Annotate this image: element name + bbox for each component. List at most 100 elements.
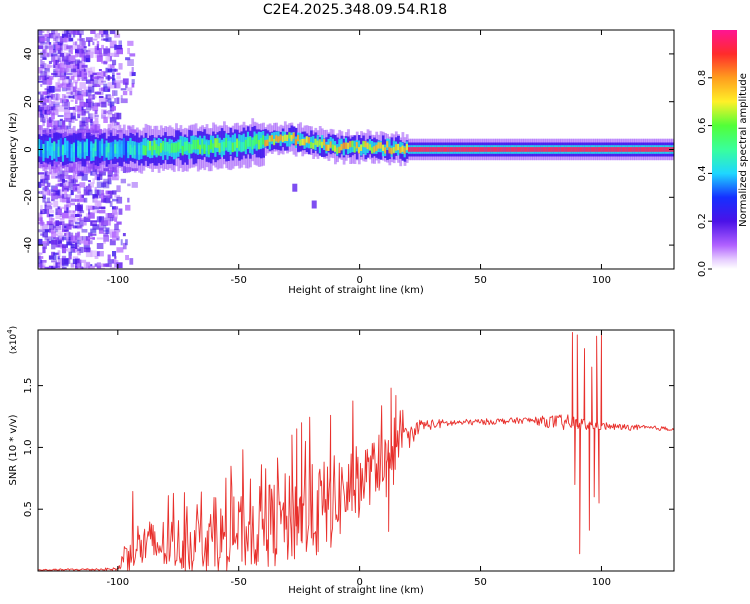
spectrogram-cell: [101, 113, 106, 119]
spectrogram-cell: [88, 189, 93, 196]
spectrogram-cell: [179, 139, 183, 150]
spectrogram-cell: [262, 135, 265, 145]
spectrogram-cell: [112, 251, 117, 257]
spectrogram-cell: [46, 105, 50, 112]
spectrogram-cell: [48, 48, 54, 54]
spectrogram-cell: [105, 55, 109, 62]
spectrogram-cell: [429, 147, 433, 152]
spectrogram-cell: [81, 106, 84, 111]
spectrogram-cell: [416, 147, 420, 152]
spectrogram-cell: [64, 112, 71, 120]
spectrogram-cell: [310, 142, 313, 149]
spectrogram-cell: [68, 120, 72, 127]
spectrogram-cell: [164, 142, 167, 152]
spectrogram-cell: [101, 101, 107, 108]
spectrogram-cell: [105, 197, 111, 204]
spectrogram-cell: [51, 109, 55, 116]
spectrogram-cell: [88, 240, 93, 245]
spectrogram-cell: [79, 38, 85, 42]
spectrogram-x-tick-label: 50: [474, 275, 487, 286]
spectrogram-cell: [129, 91, 133, 96]
spectrogram-cell: [109, 40, 117, 47]
spectrogram-cell: [288, 132, 292, 139]
spectrogram-cell: [92, 79, 99, 84]
spectrogram-cell: [114, 90, 118, 96]
spectrogram-cell: [88, 146, 91, 157]
spectrogram-cell: [42, 121, 45, 127]
spectrogram-cell: [116, 122, 120, 126]
spectrogram-cell: [98, 142, 102, 152]
spectrogram-cell: [59, 173, 65, 181]
spectrogram-cell: [40, 179, 43, 183]
spectrogram-cell: [90, 143, 93, 162]
spectrogram-cell: [42, 197, 46, 203]
spectrogram-cell: [96, 237, 104, 240]
spectrogram-cell: [353, 146, 357, 153]
spectrogram-cell: [107, 52, 115, 57]
colorbar-tick-label: 0.6: [697, 118, 708, 134]
spectrogram-cell: [242, 142, 246, 152]
spectrogram-cell: [44, 68, 50, 73]
spectrogram-cell: [61, 33, 68, 38]
spectrogram-cell: [270, 135, 274, 142]
spectrogram-cell: [562, 147, 566, 152]
spectrogram-cell: [571, 147, 574, 152]
spectrogram-cell: [40, 212, 43, 218]
spectrogram-cell: [44, 91, 48, 95]
spectrogram-cell: [46, 206, 53, 210]
spectrogram-cell: [66, 125, 71, 130]
spectrogram-cell: [621, 147, 625, 152]
spectrogram-cell: [98, 171, 106, 176]
colorbar-tick-label: 0.8: [697, 70, 708, 86]
spectrogram-cell: [92, 236, 95, 240]
spectrogram-cell: [72, 256, 79, 259]
spectrogram-cell: [114, 195, 120, 198]
spectrogram-cell: [51, 106, 56, 111]
spectrogram-cell: [57, 206, 61, 210]
spectrogram-cell: [85, 117, 93, 123]
snr-x-tick-label: -50: [231, 577, 247, 588]
spectrogram-cell: [53, 255, 57, 261]
spectrogram-cell: [107, 175, 112, 180]
spectrogram-cell: [57, 55, 61, 63]
spectrogram-cell: [103, 48, 111, 54]
spectrogram-cell: [57, 266, 61, 269]
spectrogram-cell: [492, 147, 496, 152]
spectrogram-cell: [57, 170, 65, 177]
spectrogram-cell: [40, 109, 44, 116]
spectrogram-cell: [53, 141, 56, 151]
snr-x-label: Height of straight line (km): [288, 585, 424, 596]
spectrogram-cell: [473, 147, 477, 152]
spectrogram-cell: [38, 45, 44, 50]
spectrogram-cell: [77, 66, 81, 74]
spectrogram-cell: [38, 42, 44, 45]
snr-series-line: [38, 330, 674, 571]
spectrogram-cell: [109, 201, 113, 207]
spectrogram-cell: [77, 30, 84, 35]
spectrogram-cell: [112, 146, 115, 156]
spectrogram-cell: [447, 147, 450, 152]
spectrogram-cell: [55, 30, 58, 35]
spectrogram-cell: [68, 231, 71, 238]
spectrogram-cell: [94, 263, 98, 267]
spectrogram-cell: [64, 180, 68, 183]
spectrogram-cell: [57, 228, 61, 234]
spectrogram-cell: [40, 64, 45, 69]
colorbar-axis: 0.0 0.2 0.4 0.6 0.8: [697, 70, 712, 277]
spectrogram-cell: [118, 146, 122, 157]
spectrogram-cell: [603, 147, 607, 152]
spectrogram-cell: [112, 90, 115, 96]
spectrogram-cell: [109, 124, 113, 131]
spectrogram-cell: [77, 224, 83, 230]
spectrogram-cell: [83, 86, 91, 93]
spectrogram-cell: [79, 259, 87, 263]
figure-title: C2E4.2025.348.09.54.R18: [263, 2, 447, 18]
spectrogram-cell: [70, 38, 73, 41]
spectrogram-cell: [312, 135, 315, 148]
spectrogram-cell: [122, 91, 128, 96]
spectrogram-cell: [70, 61, 76, 64]
spectrogram-cell: [79, 82, 86, 89]
spectrogram-cell: [79, 66, 83, 74]
spectrogram-cell: [57, 244, 64, 248]
spectrogram-cell: [155, 144, 159, 154]
